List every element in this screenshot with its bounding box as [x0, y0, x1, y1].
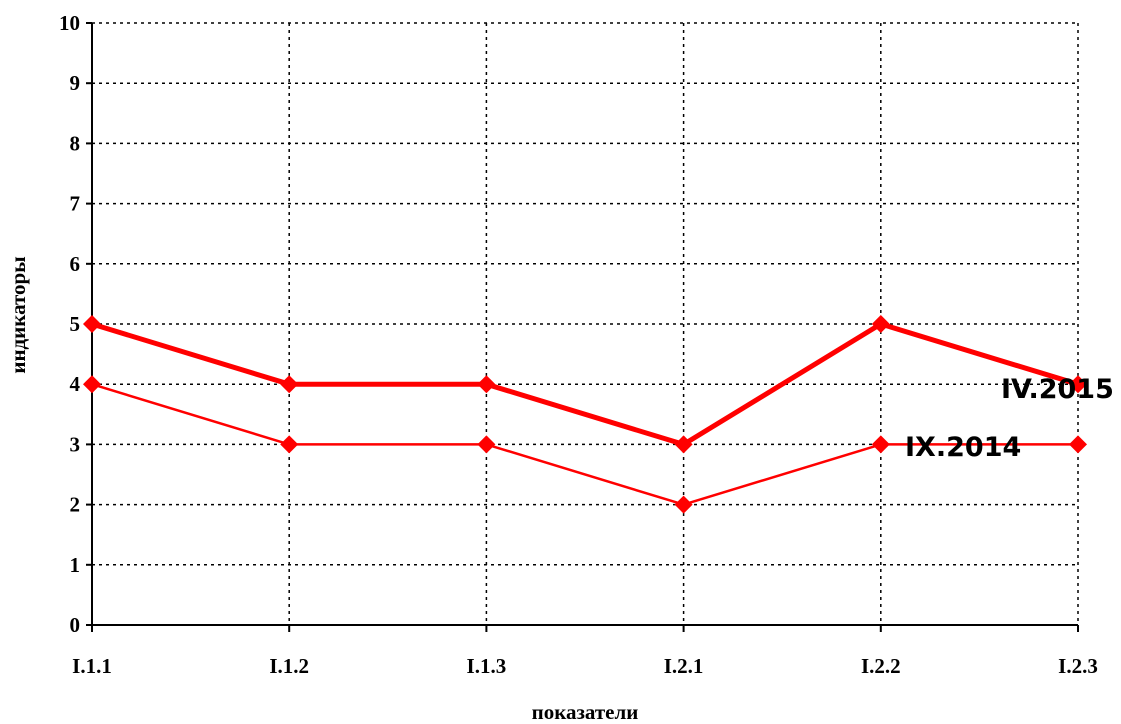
data-point-marker	[674, 435, 693, 454]
data-point-marker	[1069, 375, 1087, 394]
y-tick-label: 7	[70, 192, 81, 216]
series-1	[83, 315, 1087, 454]
data-point-marker	[477, 375, 496, 394]
data-point-marker	[83, 315, 101, 333]
data-point-marker	[1069, 435, 1087, 454]
y-tick-labels: 0 1 2 3 4 5 6 7 8 9 10	[59, 11, 81, 637]
x-tick-label: I.2.1	[664, 654, 704, 678]
data-point-marker	[83, 375, 101, 394]
axes	[86, 22, 1079, 632]
series	[83, 315, 1087, 514]
y-tick-label: 4	[70, 372, 81, 396]
y-tick-label: 5	[70, 312, 81, 336]
x-tick-label: I.1.1	[72, 654, 112, 678]
data-point-marker	[871, 435, 890, 454]
y-tick-label: 6	[70, 252, 81, 276]
x-tick-label: I.2.3	[1058, 654, 1098, 678]
x-tick-label: I.1.2	[269, 654, 309, 678]
series-2	[83, 375, 1087, 514]
data-point-marker	[280, 435, 299, 454]
x-axis-title: показатели	[532, 700, 639, 724]
y-tick-label: 9	[70, 71, 81, 95]
series-labels: IV.2015 IX.2014	[905, 374, 1114, 463]
data-point-marker	[280, 375, 299, 394]
y-tick-label: 1	[70, 553, 81, 577]
x-tick-label: I.1.3	[467, 654, 507, 678]
data-point-marker	[674, 495, 693, 514]
x-tick-labels: I.1.1 I.1.2 I.1.3 I.2.1 I.2.2 I.2.3	[72, 654, 1098, 678]
series-label: IV.2015	[1001, 374, 1114, 405]
y-tick-label: 0	[70, 613, 81, 637]
series-line	[91, 383, 1078, 506]
y-tick-label: 3	[70, 432, 81, 456]
x-tick-label: I.2.2	[861, 654, 901, 678]
y-tick-label: 2	[70, 493, 81, 517]
y-tick-label: 10	[59, 11, 80, 35]
data-point-marker	[477, 435, 496, 454]
grid-lines	[92, 22, 1079, 625]
y-axis-title: индикаторы	[6, 256, 30, 373]
series-line	[91, 321, 1079, 447]
series-label: IX.2014	[905, 432, 1021, 463]
data-point-marker	[871, 315, 890, 333]
y-tick-label: 8	[70, 131, 81, 155]
